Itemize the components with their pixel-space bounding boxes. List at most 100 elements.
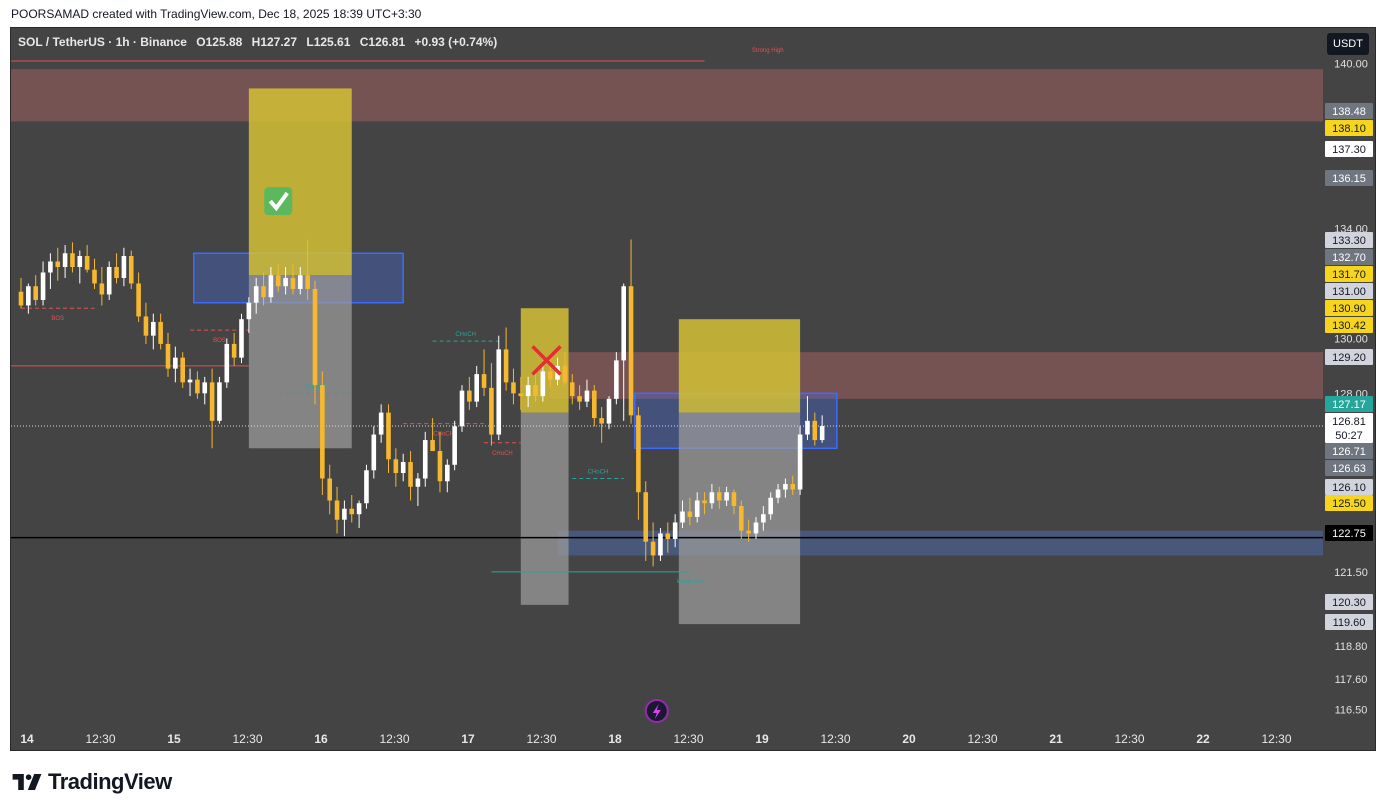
candle-body (77, 256, 83, 267)
candle-body (496, 349, 502, 435)
candle-body (731, 492, 737, 506)
candle-body (18, 291, 24, 306)
candle-body (474, 374, 479, 402)
candle-body (209, 382, 215, 421)
price-label-box (1325, 525, 1373, 541)
chart-credit-header: POORSAMAD created with TradingView.com, … (11, 7, 422, 21)
candle-body (761, 514, 766, 523)
candle-body (739, 505, 744, 531)
stop-zone (248, 275, 352, 449)
price-label-box (1325, 232, 1373, 248)
time-axis-tick: 12:30 (820, 732, 850, 746)
time-axis-tick: 12:30 (379, 732, 409, 746)
structure-label: CHoCH (433, 432, 454, 438)
candlestick-chart[interactable]: Strong High Weak Low BOS BOS CHoCH CHoCH CHoCH… (11, 28, 1376, 751)
candle-body (342, 508, 347, 520)
candle-body (393, 459, 399, 474)
supply-zone (550, 352, 1323, 399)
price-label: 131.00 (1332, 286, 1366, 298)
level-label: Strong High (752, 48, 784, 54)
candle-body (364, 470, 369, 504)
candle-body (628, 286, 634, 416)
tradingview-logo[interactable]: TradingView (12, 769, 172, 795)
price-label: 130.90 (1332, 303, 1366, 315)
candle-body (709, 492, 715, 504)
candle-body (599, 418, 604, 424)
candle-body (481, 374, 487, 388)
price-label: 137.30 (1332, 144, 1366, 156)
candle-body (371, 434, 377, 471)
price-label: 130.42 (1332, 320, 1366, 332)
candle-body (540, 371, 546, 397)
candle-body (702, 500, 707, 504)
price-label: 127.17 (1332, 399, 1366, 411)
candle-body (224, 343, 230, 383)
candle-body (592, 390, 597, 419)
price-axis-tick: 121.50 (1334, 567, 1368, 579)
candle-body (775, 489, 781, 498)
candle-body (143, 316, 149, 336)
price-label-box (1325, 396, 1373, 412)
candle-body (819, 426, 825, 441)
price-label: 120.30 (1332, 597, 1366, 609)
symbol-name: SOL / TetherUS · 1h · Binance (18, 35, 187, 49)
time-axis-tick: 12:30 (232, 732, 262, 746)
checkmark-icon (264, 187, 293, 216)
price-label: 125.50 (1332, 498, 1366, 510)
price-label: 129.20 (1332, 352, 1366, 364)
candle-body (239, 319, 244, 358)
price-label: 132.70 (1332, 252, 1366, 264)
candle-body (621, 286, 626, 361)
time-axis-tick: 16 (314, 732, 328, 746)
candle-body (511, 382, 516, 394)
candle-body (415, 478, 421, 487)
price-label: 122.75 (1332, 528, 1366, 540)
candle-body (217, 382, 222, 421)
chart-pane[interactable]: Strong High Weak Low BOS BOS CHoCH CHoCH CHoCH… (10, 27, 1376, 751)
time-axis-tick: 20 (902, 732, 916, 746)
price-axis-tick: 117.60 (1335, 674, 1368, 686)
time-axis-tick: 19 (755, 732, 769, 746)
level-label: Weak Low (677, 579, 706, 585)
time-axis-tick: 15 (167, 732, 181, 746)
candle-body (400, 462, 406, 474)
candle-body (320, 385, 325, 479)
tradingview-logo-text: TradingView (48, 769, 172, 794)
candle-body (298, 275, 303, 289)
candle-body (180, 357, 185, 383)
price-label-box (1325, 120, 1373, 136)
candle-body (261, 286, 266, 298)
candle-body (283, 277, 288, 287)
target-zone (678, 319, 801, 413)
candle-body (327, 478, 332, 501)
candle-body (716, 492, 722, 501)
candle-body (48, 261, 53, 273)
price-label-box (1325, 141, 1373, 157)
currency-button[interactable]: USDT (1327, 33, 1369, 55)
target-zone (248, 88, 352, 276)
price-label: 126.71 (1332, 446, 1366, 458)
time-axis-tick: 22 (1196, 732, 1210, 746)
price-label: 138.10 (1332, 123, 1366, 135)
price-axis-tick: 116.50 (1335, 704, 1368, 716)
candle-body (187, 379, 193, 383)
structure-label: CHoCH (588, 470, 609, 476)
price-label-box (1325, 249, 1373, 265)
candle-body (386, 412, 391, 460)
price-label-box (1325, 614, 1373, 630)
candle-body (606, 398, 612, 424)
candle-body (614, 360, 619, 399)
candle-body (724, 492, 729, 501)
stop-zone (520, 412, 569, 605)
candle-body (445, 464, 450, 482)
candle-body (636, 415, 641, 493)
time-axis-tick: 12:30 (967, 732, 997, 746)
candle-body (768, 497, 773, 515)
candle-body (518, 393, 524, 397)
candle-body (275, 275, 281, 287)
price-label-box (1325, 594, 1373, 610)
countdown-label: 50:27 (1335, 430, 1363, 442)
candle-body (650, 541, 656, 556)
time-axis-tick: 12:30 (526, 732, 556, 746)
price-label-box (1325, 300, 1373, 316)
